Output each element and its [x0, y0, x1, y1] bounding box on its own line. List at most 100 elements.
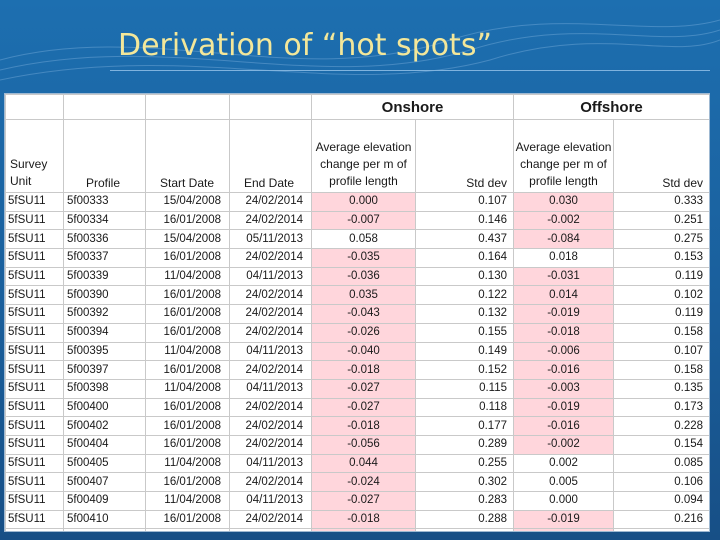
table-row: 5fSU11 5f00394 16/01/2008 24/02/2014 -0.026 0…	[5, 322, 709, 343]
start-date-cell: 16/01/2008	[145, 397, 230, 418]
profile-cell: 5f00410	[63, 509, 146, 530]
onshore-std-cell: 0.107	[415, 192, 514, 212]
offshore-std-cell: 0.333	[612, 192, 709, 212]
offshore-std-cell: 0.085	[612, 453, 709, 474]
survey-unit-cell: 5fSU11	[5, 322, 64, 343]
onshore-std-cell: 0.302	[415, 472, 514, 492]
offshore-avg-cell: -0.019	[513, 509, 614, 530]
survey-unit-cell: 5fSU11	[5, 304, 64, 324]
onshore-std-cell: 0.177	[415, 416, 514, 436]
start-date-cell: 15/04/2008	[145, 192, 230, 212]
offshore-avg-cell: -0.031	[513, 266, 614, 287]
end-date-cell: 24/02/2014	[229, 397, 312, 418]
profile-cell: 5f00333	[63, 192, 146, 212]
start-date-cell: 16/01/2008	[145, 360, 230, 380]
data-table: Onshore Offshore Survey Unit Profile Sta…	[5, 94, 709, 531]
onshore-std-cell: 0.437	[415, 229, 514, 250]
onshore-avg-cell: -0.026	[311, 322, 416, 343]
offshore-std-cell: 0.158	[612, 360, 709, 380]
profile-cell: 5f00407	[63, 472, 146, 492]
onshore-std-cell: 0.255	[415, 453, 514, 474]
onshore-avg-cell: -0.018	[311, 416, 416, 436]
offshore-std-cell: 0.154	[612, 434, 709, 455]
start-date-cell: 15/04/2008	[145, 229, 230, 250]
table-row: 5fSU11 5f00336 15/04/2008 05/11/2013 0.058 0.…	[5, 229, 709, 250]
onshore-avg-cell: -0.007	[311, 210, 416, 231]
offshore-std-cell: 0.107	[612, 341, 709, 362]
survey-unit-cell: 5fSU11	[5, 248, 64, 268]
onshore-avg-cell: -0.007	[311, 528, 416, 531]
col-header-end-date: End Date	[229, 119, 312, 193]
end-date-cell: 24/02/2014	[229, 360, 312, 380]
survey-unit-cell: 5fSU11	[5, 434, 64, 455]
profile-cell: 5f00339	[63, 266, 146, 287]
offshore-std-cell: 0.135	[612, 378, 709, 399]
table-body: 5fSU11 5f00333 15/04/2008 24/02/2014 0.000 0.…	[5, 192, 709, 531]
start-date-cell: 11/04/2008	[145, 266, 230, 287]
offshore-std-cell: 0.228	[612, 416, 709, 436]
profile-cell: 5f00402	[63, 416, 146, 436]
table-row: 5fSU11 5f00395 11/04/2008 04/11/2013 -0.040 0…	[5, 341, 709, 362]
offshore-avg-cell: 0.005	[513, 472, 614, 492]
start-date-cell: 16/01/2008	[145, 248, 230, 268]
end-date-cell: 24/02/2014	[229, 416, 312, 436]
start-date-cell: 16/01/2008	[145, 322, 230, 343]
offshore-std-cell: 0.102	[612, 285, 709, 306]
offshore-std-cell: 0.158	[612, 528, 709, 531]
onshore-avg-cell: -0.027	[311, 378, 416, 399]
survey-unit-cell: 5fSU11	[5, 509, 64, 530]
onshore-std-cell: 0.191	[415, 528, 514, 531]
start-date-cell: 16/01/2008	[145, 434, 230, 455]
end-date-cell: 24/02/2014	[229, 509, 312, 530]
table-row: 5fSU11 5f00334 16/01/2008 24/02/2014 -0.007 0…	[5, 210, 709, 231]
offshore-avg-cell: -0.019	[513, 304, 614, 324]
table-row: 5fSU11 5f00398 11/04/2008 04/11/2013 -0.027 0…	[5, 378, 709, 399]
profile-cell: 5f00404	[63, 434, 146, 455]
table-row: 5fSU11 5f00405 11/04/2008 04/11/2013 0.044 0.…	[5, 453, 709, 474]
table-row: 5fSU11 5f00402 16/01/2008 24/02/2014 -0.018 0…	[5, 416, 709, 436]
onshore-std-cell: 0.164	[415, 248, 514, 268]
col-header-offshore-avg: Average elevation change per m of profil…	[513, 119, 614, 193]
onshore-std-cell: 0.283	[415, 491, 514, 511]
onshore-avg-cell: -0.040	[311, 341, 416, 362]
survey-unit-cell: 5fSU11	[5, 528, 64, 531]
offshore-std-cell: 0.216	[612, 509, 709, 530]
onshore-std-cell: 0.130	[415, 266, 514, 287]
col-header-start-date: Start Date	[145, 119, 230, 193]
start-date-cell: 16/01/2008	[145, 210, 230, 231]
offshore-std-cell: 0.106	[612, 472, 709, 492]
group-header-onshore: Onshore	[311, 94, 514, 120]
slide-title: Derivation of “hot spots”	[118, 28, 492, 63]
offshore-avg-cell: -0.002	[513, 210, 614, 231]
survey-unit-cell: 5fSU11	[5, 416, 64, 436]
profile-cell: 5f00392	[63, 304, 146, 324]
table-row: 5fSU115f0041211/04/200804/11/2013-0.0070…	[5, 528, 709, 531]
offshore-avg-cell: 0.030	[513, 192, 614, 212]
offshore-std-cell: 0.119	[612, 266, 709, 287]
survey-unit-cell: 5fSU11	[5, 453, 64, 474]
onshore-avg-cell: -0.035	[311, 248, 416, 268]
onshore-avg-cell: -0.018	[311, 509, 416, 530]
table-row: 5fSU11 5f00333 15/04/2008 24/02/2014 0.000 0.…	[5, 192, 709, 212]
start-date-cell: 11/04/2008	[145, 491, 230, 511]
onshore-avg-cell: -0.024	[311, 472, 416, 492]
profile-cell: 5f00336	[63, 229, 146, 250]
column-header-row: Survey Unit Profile Start Date End Date …	[5, 119, 709, 193]
table-row: 5fSU11 5f00410 16/01/2008 24/02/2014 -0.018 0…	[5, 509, 709, 530]
end-date-cell: 04/11/2013	[229, 266, 312, 287]
offshore-std-cell: 0.119	[612, 304, 709, 324]
survey-unit-cell: 5fSU11	[5, 192, 64, 212]
offshore-avg-cell: -0.016	[513, 416, 614, 436]
table-row: 5fSU11 5f00397 16/01/2008 24/02/2014 -0.018 0…	[5, 360, 709, 380]
onshore-avg-cell: -0.056	[311, 434, 416, 455]
survey-unit-cell: 5fSU11	[5, 360, 64, 380]
profile-cell: 5f00405	[63, 453, 146, 474]
offshore-std-cell: 0.173	[612, 397, 709, 418]
table-row: 5fSU11 5f00409 11/04/2008 04/11/2013 -0.027 0…	[5, 491, 709, 511]
profile-cell: 5f00397	[63, 360, 146, 380]
start-date-cell: 16/01/2008	[145, 304, 230, 324]
end-date-cell: 24/02/2014	[229, 248, 312, 268]
group-header-offshore: Offshore	[512, 94, 709, 120]
profile-cell: 5f00398	[63, 378, 146, 399]
blank-header-cell	[63, 94, 146, 120]
